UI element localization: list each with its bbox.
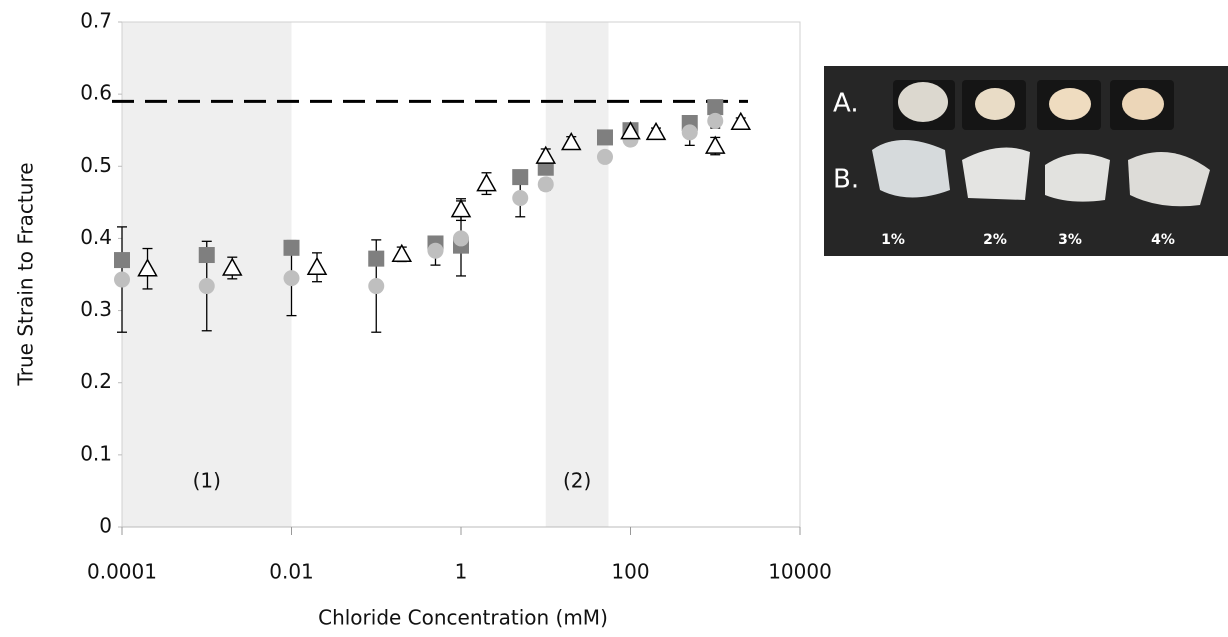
y-tick-label: 0 (99, 514, 112, 538)
column-label: 3% (1058, 232, 1082, 248)
y-tick-label: 0.1 (80, 441, 112, 465)
circle-marker (537, 176, 554, 193)
row-label: A. (833, 89, 859, 119)
column-label: 4% (1151, 232, 1175, 248)
circle-marker (596, 148, 613, 165)
square-marker (283, 239, 300, 256)
circle-marker (427, 242, 444, 259)
triangle-marker (704, 135, 726, 154)
square-marker (114, 252, 130, 269)
circle-marker (453, 230, 469, 247)
y-tick-label: 0.7 (80, 9, 112, 33)
circle-marker (681, 124, 698, 141)
triangle-marker (645, 121, 667, 141)
y-tick-label: 0.4 (80, 225, 112, 249)
plot-area: (1) (2) 0 0.1 0.2 0.3 0.4 0.5 0.6 0.7 0.0001 0.01 1 1… (80, 9, 832, 584)
x-tick-label: 0.01 (269, 560, 314, 584)
circle-marker (198, 278, 215, 295)
triangle-marker (730, 111, 752, 131)
y-tick-label: 0.5 (80, 153, 112, 177)
x-tick-label: 100 (611, 560, 649, 584)
region-label: (1) (193, 469, 221, 493)
triangle-marker (535, 145, 557, 164)
sample (1128, 152, 1210, 207)
sample (872, 140, 950, 198)
triangle-marker (476, 173, 497, 192)
column-label: 2% (983, 232, 1007, 248)
square-marker (512, 169, 529, 186)
y-axis-label: True Strain to Fracture (14, 162, 38, 386)
x-tick-label: 1 (455, 560, 468, 584)
y-tick-label: 0.3 (80, 297, 112, 321)
circle-marker (368, 278, 385, 295)
circle-marker (707, 112, 724, 129)
y-tick-label: 0.6 (80, 81, 112, 105)
triangle-marker (137, 258, 158, 277)
sample (975, 88, 1015, 120)
circle-marker (283, 270, 300, 287)
circle-marker (114, 271, 130, 288)
triangle-marker (560, 131, 582, 151)
sample (1049, 88, 1091, 120)
circle-marker (512, 190, 529, 207)
region-label: (2) (563, 469, 591, 493)
triangle-marker (450, 199, 472, 218)
square-marker (596, 129, 613, 146)
x-tick-label: 0.0001 (87, 560, 157, 584)
sample (1045, 153, 1110, 202)
square-marker (368, 250, 385, 267)
sample (898, 82, 948, 122)
triangle-marker (620, 121, 641, 140)
x-tick-label: 10000 (768, 560, 832, 584)
inset: A. B. 1% 2% 3% 4% (824, 66, 1228, 256)
shaded-region (545, 22, 609, 527)
square-marker (198, 247, 215, 264)
triangle-marker (391, 243, 413, 263)
triangle-marker (306, 256, 328, 276)
column-label: 1% (881, 232, 905, 248)
y-tick-label: 0.2 (80, 369, 112, 393)
square-marker (707, 99, 724, 116)
sample (962, 147, 1030, 200)
sample (1122, 88, 1164, 120)
x-axis-label: Chloride Concentration (mM) (318, 606, 608, 630)
row-label: B. (833, 165, 859, 195)
triangle-marker (221, 257, 243, 276)
